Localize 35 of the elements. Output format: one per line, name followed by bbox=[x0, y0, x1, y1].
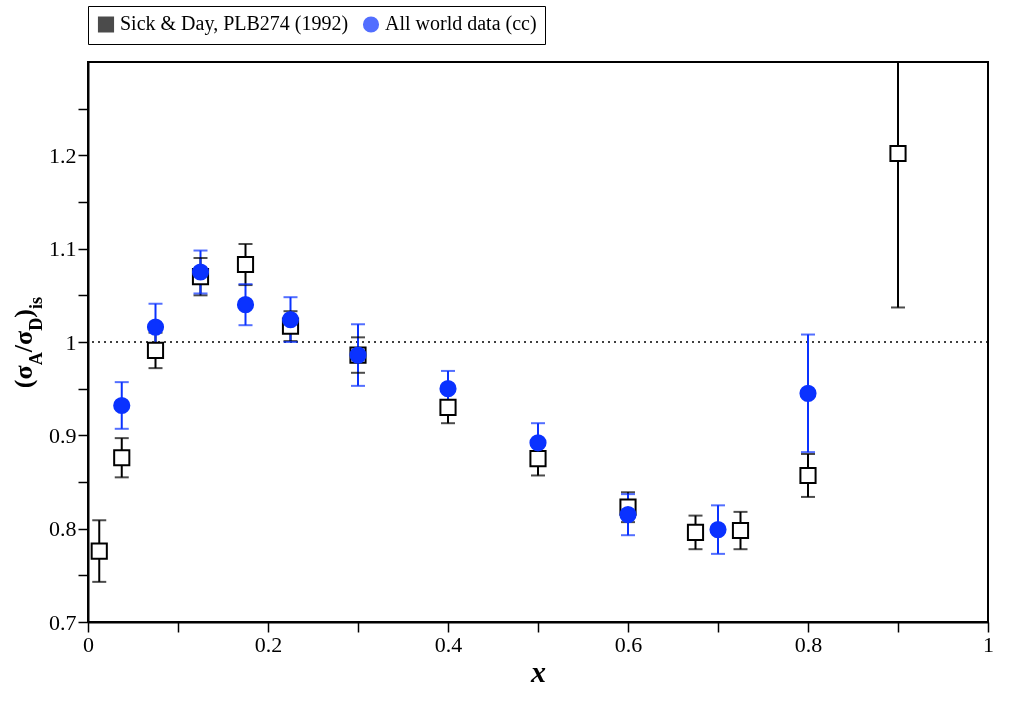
point bbox=[529, 450, 547, 468]
point bbox=[529, 434, 547, 452]
point bbox=[146, 318, 165, 336]
point bbox=[236, 296, 255, 314]
point bbox=[799, 384, 817, 402]
point bbox=[146, 341, 165, 359]
y-tick-label: 0.9 bbox=[49, 422, 77, 448]
x-tick-label: 0.2 bbox=[254, 631, 283, 657]
point bbox=[799, 466, 817, 485]
y-tick-label: 1 bbox=[65, 329, 77, 355]
point bbox=[619, 506, 637, 524]
point bbox=[236, 255, 255, 274]
point bbox=[439, 380, 457, 398]
x-tick-label: 0.8 bbox=[794, 631, 823, 657]
x-tick-label: 0 bbox=[83, 631, 94, 657]
point bbox=[731, 521, 750, 540]
point bbox=[439, 398, 457, 416]
y-tick-label: 0.7 bbox=[49, 609, 77, 635]
legend-label: All world data (cc) bbox=[385, 12, 537, 36]
x-axis-title: x bbox=[530, 654, 546, 688]
point bbox=[191, 263, 210, 281]
point bbox=[90, 542, 108, 560]
point bbox=[113, 449, 131, 467]
point bbox=[113, 396, 131, 415]
point bbox=[709, 521, 727, 539]
point bbox=[281, 311, 300, 329]
x-tick-label: 0.6 bbox=[614, 631, 643, 657]
point bbox=[889, 144, 907, 163]
x-tick-label: 0.4 bbox=[434, 631, 463, 657]
point bbox=[686, 523, 705, 541]
y-tick-label: 0.8 bbox=[49, 516, 77, 542]
y-tick-label: 1.1 bbox=[49, 236, 77, 262]
legend-label: Sick & Day, PLB274 (1992) bbox=[120, 12, 349, 36]
y-tick-label: 1.2 bbox=[49, 142, 77, 168]
x-tick-label: 1 bbox=[983, 631, 994, 657]
